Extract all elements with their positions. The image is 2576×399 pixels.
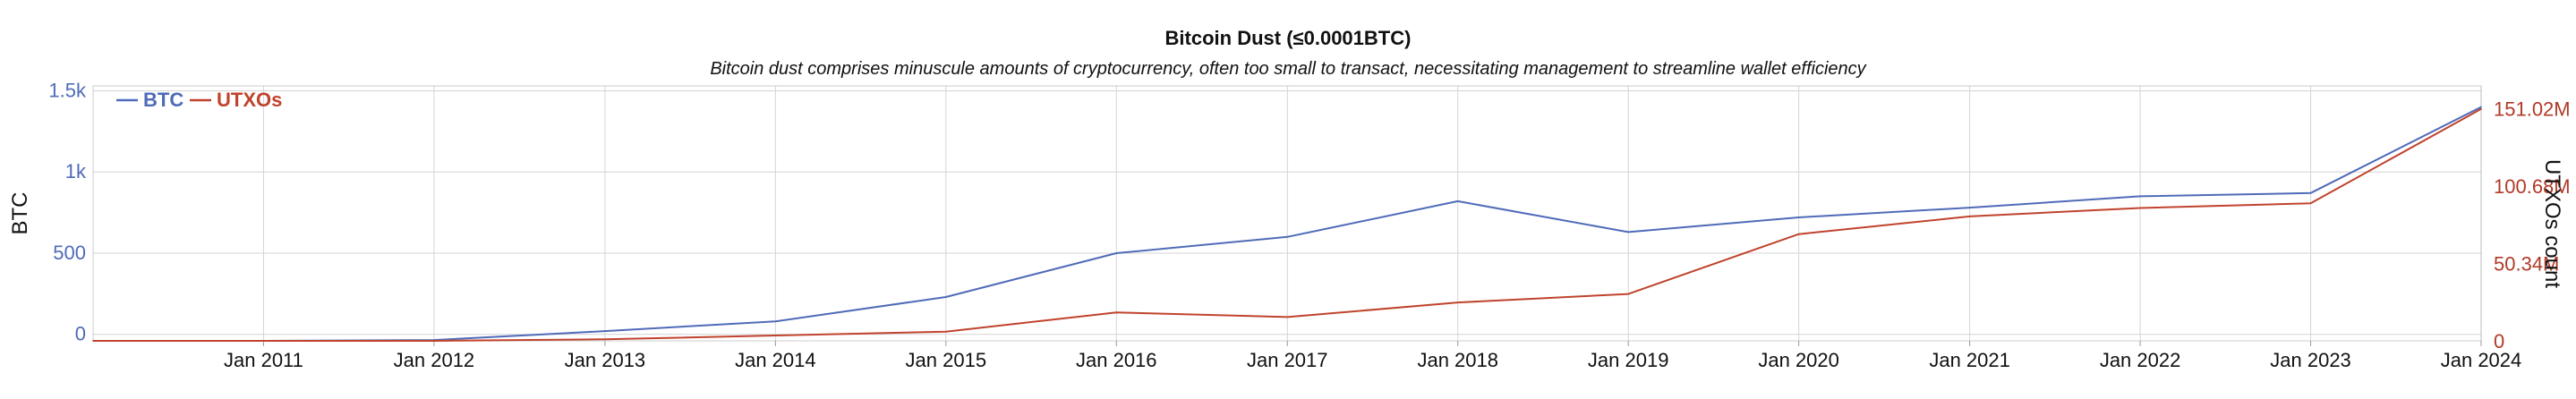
data-point-utxos	[2309, 202, 2312, 205]
y-left-tick-label: 0	[75, 323, 86, 345]
y-axis-left: 0 500 1k 1.5k	[48, 79, 87, 344]
data-point-btc	[1456, 200, 1459, 202]
legend[interactable]: BTC UTXOs	[116, 89, 282, 111]
data-point-utxos	[433, 340, 435, 342]
data-point-btc	[2480, 106, 2482, 108]
x-tick-label: Jan 2016	[1076, 349, 1157, 371]
data-point-utxos	[604, 338, 606, 341]
data-point-btc	[945, 296, 947, 298]
y-right-tick-label: 100.68M	[2494, 175, 2571, 198]
data-point-btc	[2309, 192, 2312, 194]
y-axis-left-label: BTC	[8, 192, 32, 235]
x-tick-label: Jan 2012	[394, 349, 475, 371]
data-point-utxos	[1456, 301, 1459, 303]
x-tick-label: Jan 2014	[735, 349, 816, 371]
chart-subtitle: Bitcoin dust comprises minuscule amounts…	[710, 59, 1866, 79]
data-point-utxos	[1968, 216, 1971, 217]
grid	[93, 86, 2482, 341]
x-tick-label: Jan 2024	[2441, 349, 2522, 371]
y-left-tick-label: 1k	[65, 160, 87, 183]
y-left-tick-label: 500	[53, 242, 86, 264]
x-tick-label: Jan 2011	[224, 349, 303, 371]
data-point-utxos	[1286, 316, 1289, 318]
data-point-utxos	[1627, 293, 1629, 295]
x-tick-label: Jan 2019	[1588, 349, 1669, 371]
x-tick-label: Jan 2015	[906, 349, 987, 371]
data-point-btc	[1627, 231, 1629, 233]
legend-label-utxos[interactable]: UTXOs	[217, 89, 282, 111]
chart-title: Bitcoin Dust (≤0.0001BTC)	[1165, 27, 1412, 49]
x-axis: Jan 2011 Jan 2012 Jan 2013 Jan 2014 Jan 2015…	[224, 341, 2521, 371]
data-point-btc	[1115, 252, 1118, 254]
x-tick-label: Jan 2023	[2270, 349, 2351, 371]
data-point-btc	[1968, 207, 1971, 208]
data-point-btc	[1286, 236, 1289, 238]
data-point-btc	[1797, 216, 1800, 218]
x-tick-label: Jan 2018	[1417, 349, 1498, 371]
data-point-btc	[774, 320, 777, 323]
data-point-utxos	[2480, 107, 2482, 110]
data-point-btc	[2139, 195, 2141, 198]
y-axis-right-label: UTXOs count	[2540, 159, 2564, 288]
data-point-utxos	[262, 340, 265, 342]
data-point-utxos	[92, 340, 94, 342]
data-point-utxos	[774, 335, 777, 336]
data-point-utxos	[1797, 233, 1800, 235]
x-tick-label: Jan 2021	[1929, 349, 2010, 371]
y-right-tick-label: 151.02M	[2494, 98, 2571, 121]
legend-label-btc[interactable]: BTC	[143, 89, 183, 111]
y-right-tick-label: 0	[2494, 330, 2504, 352]
x-tick-label: Jan 2020	[1758, 349, 1839, 371]
x-tick-label: Jan 2017	[1247, 349, 1328, 371]
data-point-utxos	[2139, 207, 2141, 209]
x-tick-label: Jan 2013	[565, 349, 646, 371]
series-layer	[92, 106, 2482, 342]
y-left-tick-label: 1.5k	[48, 79, 87, 101]
data-point-utxos	[945, 330, 947, 333]
y-axis-right: 0 50.34M 100.68M 151.02M	[2480, 86, 2571, 352]
data-point-utxos	[1115, 311, 1118, 314]
data-point-btc	[604, 330, 606, 332]
x-tick-label: Jan 2022	[2100, 349, 2181, 371]
y-right-tick-label: 50.34M	[2494, 253, 2559, 276]
